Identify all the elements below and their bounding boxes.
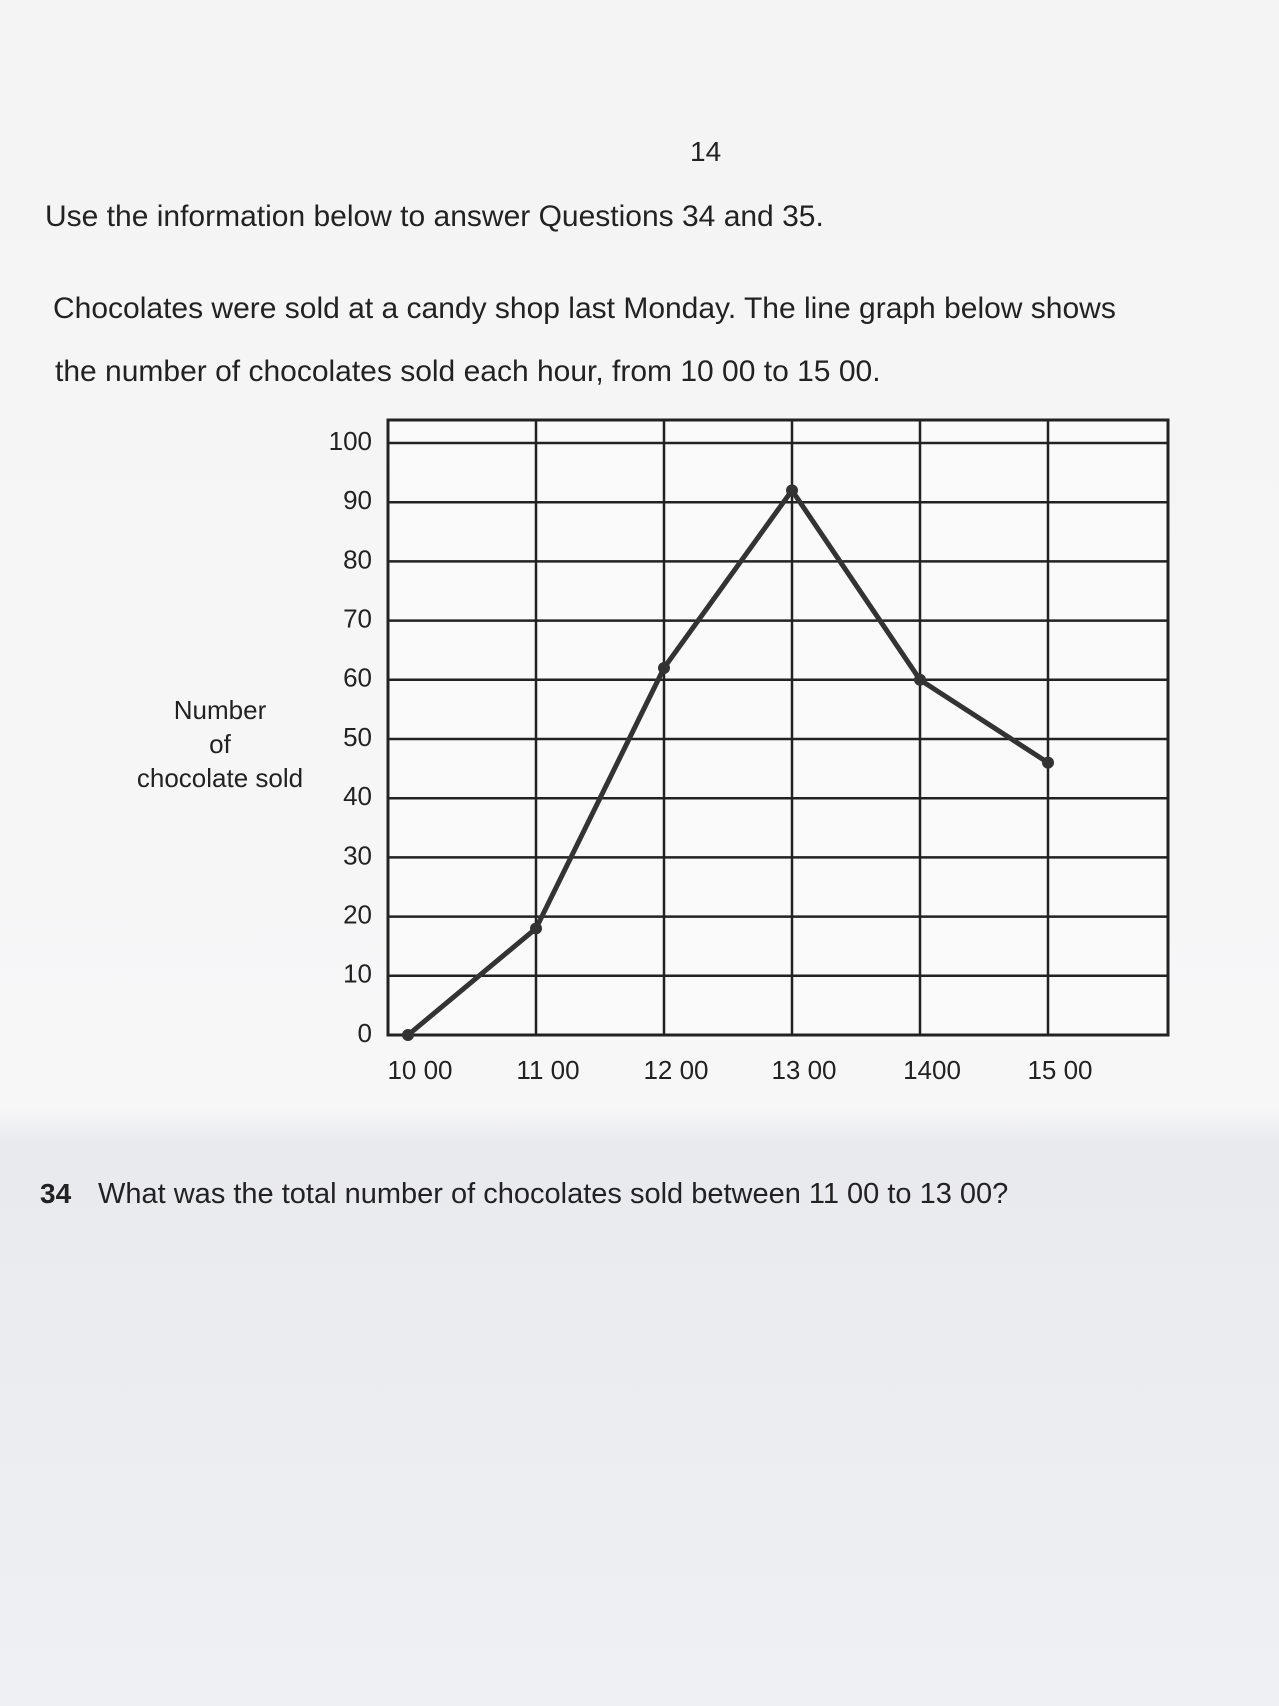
y-axis-label: of <box>209 729 231 759</box>
y-tick-label: 30 <box>343 840 372 870</box>
y-tick-label: 80 <box>343 544 372 574</box>
y-tick-label: 70 <box>343 603 372 633</box>
y-tick-label: 90 <box>343 485 372 515</box>
x-tick-label: 15 00 <box>1027 1055 1092 1085</box>
y-tick-label: 60 <box>343 663 372 693</box>
y-tick-label: 100 <box>329 426 372 456</box>
y-tick-label: 20 <box>343 899 372 929</box>
page-number: 14 <box>690 136 722 167</box>
data-point <box>402 1029 414 1041</box>
y-tick-label: 10 <box>343 959 372 989</box>
x-tick-label: 11 00 <box>516 1055 579 1085</box>
y-axis-label: chocolate sold <box>137 763 303 793</box>
y-axis-label: Number <box>174 695 267 725</box>
data-line <box>406 485 1050 1037</box>
question-text: What was the total number of chocolates … <box>98 1178 1009 1210</box>
data-point <box>786 484 798 497</box>
data-point <box>914 673 926 686</box>
y-tick-label: 40 <box>343 781 372 811</box>
data-point <box>530 922 542 935</box>
question-number: 34 <box>40 1178 72 1209</box>
y-tick-label: 50 <box>343 722 372 752</box>
x-tick-label: 12 00 <box>643 1055 708 1085</box>
x-tick-label: 10 00 <box>387 1055 452 1085</box>
paragraph-line: Chocolates were sold at a candy shop las… <box>53 292 1116 325</box>
x-tick-label: 1400 <box>903 1055 961 1085</box>
plot-area <box>386 418 1170 1037</box>
paragraph-line: the number of chocolates sold each hour,… <box>55 355 881 388</box>
y-tick-label: 0 <box>358 1018 372 1048</box>
data-point <box>1042 756 1054 769</box>
intro: Use the information below to answer Ques… <box>45 200 824 233</box>
x-tick-label: 13 00 <box>771 1055 836 1085</box>
data-point <box>658 661 670 674</box>
